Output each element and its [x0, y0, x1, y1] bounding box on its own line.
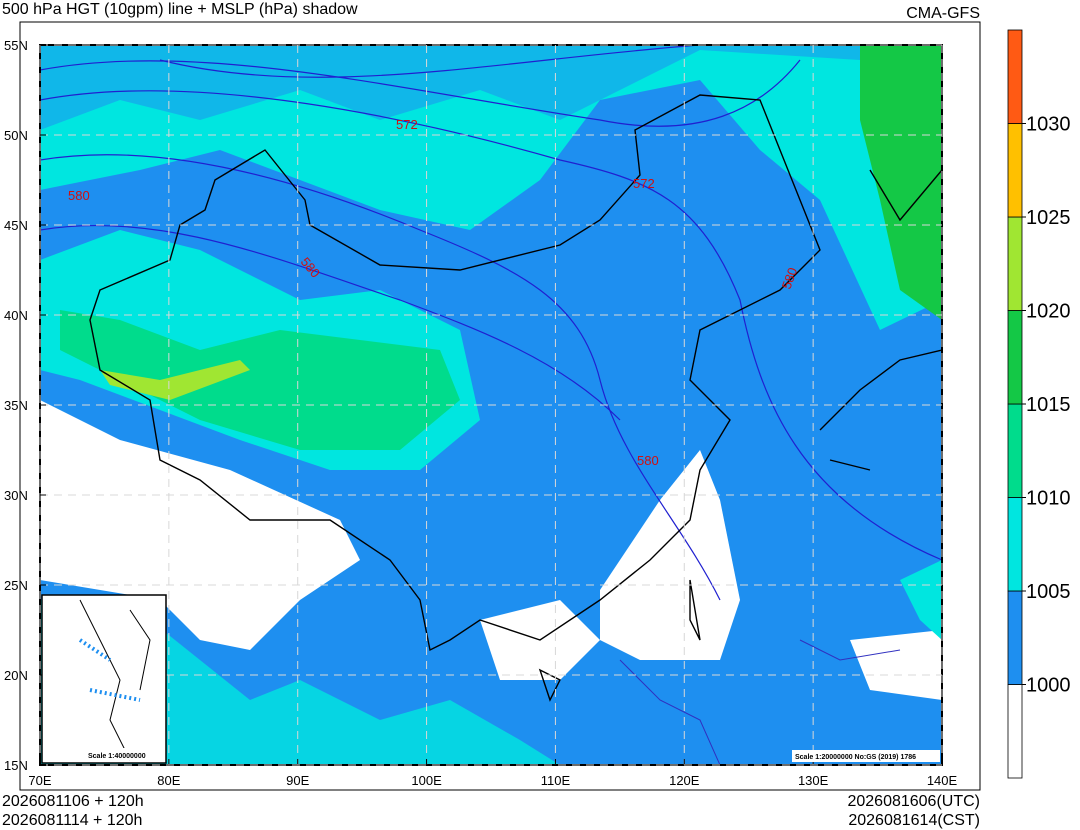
inset-scale: Scale 1:40000000: [88, 753, 146, 760]
colorbar-segment: [1007, 216, 1023, 311]
lon-tick-label: 110E: [541, 773, 571, 788]
lat-tick-label: 25N: [4, 578, 28, 593]
init-cst: 2026081114 + 120h: [2, 812, 142, 829]
lat-tick-label: 35N: [4, 398, 28, 413]
lat-tick-label: 45N: [4, 218, 28, 233]
lon-tick-label: 120E: [669, 773, 700, 788]
lon-tick-label: 90E: [286, 773, 309, 788]
colorbar-label: 1020: [1026, 301, 1071, 323]
lon-tick-label: 140E: [927, 773, 958, 788]
colorbar: 1000 1005 1010 1015 1020 1025 1030: [1007, 29, 1071, 779]
scale-note: Scale 1:20000000 No:GS (2019) 1786: [795, 754, 916, 761]
colorbar-segment: [1007, 310, 1023, 405]
valid-utc: 2026081606(UTC): [847, 793, 980, 810]
lat-tick-label: 20N: [4, 668, 28, 683]
scale-box: [792, 750, 940, 762]
frame: [19, 21, 981, 791]
colorbar-label: 1010: [1026, 488, 1071, 510]
colorbar-segment: [1007, 590, 1023, 685]
colorbar-label: 1005: [1026, 581, 1071, 603]
map-field: [40, 45, 942, 765]
colorbar-segment: [1007, 123, 1023, 218]
colorbar-segment: [1007, 497, 1023, 592]
contour-label: 572: [633, 176, 655, 191]
colorbar-segment: [1007, 403, 1023, 498]
contour-label: 580: [68, 188, 90, 203]
valid-cst: 2026081614(CST): [848, 812, 980, 829]
lon-tick-label: 80E: [157, 773, 180, 788]
lon-tick-label: 130E: [798, 773, 829, 788]
lat-tick-label: 55N: [4, 38, 28, 53]
lat-tick-label: 50N: [4, 128, 28, 143]
lat-tick-label: 15N: [4, 758, 28, 773]
lat-tick-label: 30N: [4, 488, 28, 503]
contour-label: 580: [637, 453, 659, 468]
colorbar-label: 1025: [1026, 207, 1071, 229]
graticule: 70E 80E 90E 100E 110E 120E 130E 140E 55N 50N 45N 40…: [4, 38, 958, 788]
lat-tick-label: 40N: [4, 308, 28, 323]
lon-tick-label: 100E: [411, 773, 442, 788]
contour-label: 572: [396, 117, 418, 132]
init-utc: 2026081106 + 120h: [2, 793, 144, 810]
model-name: CMA-GFS: [906, 5, 980, 22]
contour-label: 580: [779, 266, 801, 292]
colorbar-label: 1015: [1026, 394, 1071, 416]
colorbar-label: 1030: [1026, 114, 1071, 136]
inset-map: Scale 1:40000000: [41, 594, 167, 764]
colorbar-segment: [1007, 29, 1023, 124]
colorbar-label: 1000: [1026, 675, 1071, 697]
lon-tick-label: 70E: [28, 773, 51, 788]
title: 500 hPa HGT (10gpm) line + MSLP (hPa) sh…: [2, 1, 358, 18]
colorbar-segment: [1007, 684, 1023, 779]
